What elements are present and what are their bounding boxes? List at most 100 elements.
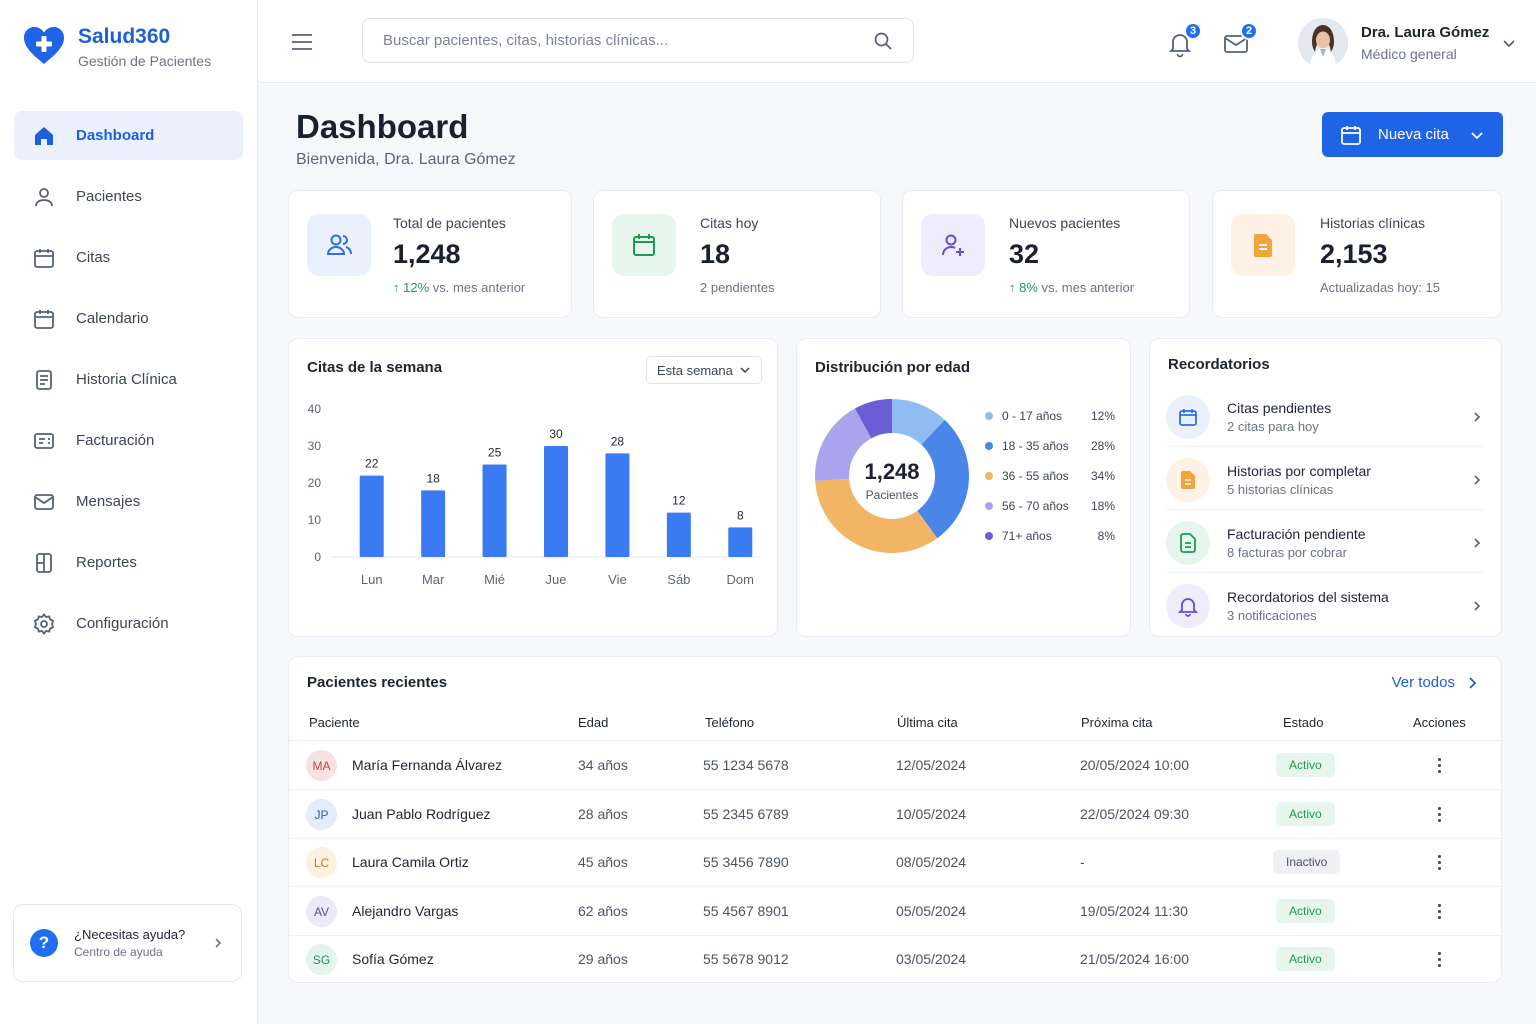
messages-badge: 2	[1240, 22, 1258, 40]
table-header: Paciente Edad Teléfono Última cita Próxi…	[289, 707, 1503, 741]
sidebar-item-label: Reportes	[76, 554, 137, 571]
legend-item: 71+ años 8%	[985, 529, 1115, 543]
user-profile-menu[interactable]: Dra. Laura Gómez Médico general	[1298, 18, 1517, 68]
menu-icon[interactable]	[290, 30, 314, 54]
sidebar-item-calendario[interactable]: Calendario	[14, 294, 243, 343]
document-icon	[1254, 234, 1272, 257]
reminder-item[interactable]: Recordatorios del sistema 3 notificacione…	[1166, 576, 1484, 636]
user-plus-icon	[942, 234, 964, 256]
stat-card-historias-clinicas[interactable]: Historias clínicas 2,153 Actualizadas ho…	[1212, 190, 1502, 318]
avatar	[1298, 18, 1348, 68]
more-actions-icon[interactable]	[1429, 851, 1449, 873]
week-selector[interactable]: Esta semana	[646, 356, 762, 384]
heart-cross-icon	[24, 27, 64, 64]
patient-phone: 55 4567 8901	[703, 903, 789, 919]
stat-card-total-pacientes[interactable]: Total de pacientes 1,248 ↑ 12% vs. mes a…	[288, 190, 572, 318]
reminder-item[interactable]: Citas pendientes 2 citas para hoy	[1166, 387, 1484, 447]
patient-name[interactable]: Alejandro Vargas	[352, 903, 459, 919]
chevron-right-icon	[1474, 537, 1481, 548]
document-icon	[36, 369, 52, 390]
bar[interactable]	[544, 446, 568, 557]
sidebar-item-facturacion[interactable]: Facturación	[14, 416, 243, 465]
reminder-subtitle: 5 historias clínicas	[1227, 481, 1334, 497]
sidebar-item-configuracion[interactable]: Configuración	[14, 599, 243, 648]
bar[interactable]	[666, 512, 691, 557]
mail-icon	[34, 493, 54, 510]
legend-value: 8%	[1097, 529, 1115, 543]
sidebar-item-historia-clinica[interactable]: Historia Clínica	[14, 355, 243, 404]
patient-phone: 55 1234 5678	[703, 757, 789, 773]
reminder-title: Recordatorios del sistema	[1227, 589, 1389, 605]
sidebar-item-citas[interactable]: Citas	[14, 233, 243, 282]
sidebar: Salud360 Gestión de Pacientes Dashboard …	[0, 0, 258, 1024]
sidebar-item-pacientes[interactable]: Pacientes	[14, 172, 243, 221]
more-actions-icon[interactable]	[1429, 803, 1449, 825]
home-icon	[35, 126, 53, 145]
bar-value-label: 12	[672, 494, 686, 508]
bar[interactable]	[728, 527, 753, 557]
bar[interactable]	[359, 475, 384, 557]
app-subtitle: Gestión de Pacientes	[78, 53, 212, 69]
sidebar-item-label: Pacientes	[76, 188, 142, 205]
sidebar-item-label: Historia Clínica	[76, 371, 177, 388]
reminder-subtitle: 2 citas para hoy	[1227, 418, 1319, 434]
stat-change: 12%	[403, 280, 430, 295]
notifications-button[interactable]: 3	[1166, 22, 1202, 58]
reminders-card: Recordatorios Citas pendientes 2 citas pa…	[1149, 338, 1502, 637]
donut-center-label: Pacientes	[865, 488, 919, 502]
patient-name[interactable]: Juan Pablo Rodríguez	[352, 806, 491, 822]
legend-value: 18%	[1090, 499, 1115, 513]
sidebar-item-dashboard[interactable]: Dashboard	[14, 111, 243, 160]
table-row[interactable]: LC Laura Camila Ortiz 45 años 55 3456 7890 0…	[289, 838, 1503, 887]
status-badge: Activo	[1276, 802, 1335, 826]
bar[interactable]	[605, 453, 630, 557]
table-row[interactable]: AV Alejandro Vargas 62 años 55 4567 8901 05/…	[289, 887, 1503, 936]
app-logo[interactable]: Salud360 Gestión de Pacientes	[22, 24, 211, 69]
search-input[interactable]	[383, 32, 873, 49]
stat-value: 1,248	[393, 239, 461, 269]
more-actions-icon[interactable]	[1429, 900, 1449, 922]
reminder-item[interactable]: Historias por completar 5 historias clíni…	[1166, 450, 1484, 510]
reminder-title: Citas pendientes	[1227, 399, 1332, 416]
donut-center-value: 1,248	[864, 459, 920, 484]
search-icon[interactable]	[873, 31, 893, 51]
help-card[interactable]: ? ¿Necesitas ayuda? Centro de ayuda	[13, 904, 242, 982]
bar[interactable]	[482, 464, 507, 558]
stat-card-nuevos-pacientes[interactable]: Nuevos pacientes 32 ↑ 8% vs. mes anterio…	[902, 190, 1190, 318]
next-appointment: 22/05/2024 09:30	[1080, 806, 1189, 822]
stat-card-citas-hoy[interactable]: Citas hoy 18 2 pendientes	[593, 190, 881, 318]
legend-swatch	[985, 502, 993, 510]
bar-value-label: 8	[737, 508, 744, 522]
sidebar-item-mensajes[interactable]: Mensajes	[14, 477, 243, 526]
more-actions-icon[interactable]	[1429, 754, 1449, 776]
sidebar-item-reportes[interactable]: Reportes	[14, 538, 243, 587]
stat-label: Citas hoy	[700, 215, 759, 231]
reminder-item[interactable]: Facturación pendiente 8 facturas por cobr…	[1166, 513, 1484, 573]
see-all-link[interactable]: Ver todos	[1392, 674, 1479, 691]
table-row[interactable]: SG Sofía Gómez 29 años 55 5678 9012 03/05/20…	[289, 935, 1503, 984]
column-header: Teléfono	[705, 715, 755, 730]
chart-title: Distribución por edad	[815, 359, 971, 376]
donut-slice[interactable]	[815, 478, 938, 553]
topbar: 3 2 Dra. Laura Gómez Médico general	[258, 0, 1536, 83]
patient-name[interactable]: Laura Camila Ortiz	[352, 854, 469, 870]
donut-slice[interactable]	[815, 408, 872, 481]
donut-slice[interactable]	[854, 399, 892, 439]
table-row[interactable]: JP Juan Pablo Rodríguez 28 años 55 2345 678…	[289, 790, 1503, 839]
patient-name[interactable]: María Fernanda Álvarez	[352, 757, 503, 773]
bell-icon	[1168, 34, 1192, 58]
donut-slice[interactable]	[892, 399, 945, 445]
more-actions-icon[interactable]	[1429, 948, 1449, 970]
messages-button[interactable]: 2	[1222, 22, 1258, 58]
stat-label: Total de pacientes	[393, 215, 506, 231]
patient-name[interactable]: Sofía Gómez	[352, 951, 434, 967]
legend-swatch	[985, 412, 993, 420]
new-appointment-button[interactable]: Nueva cita	[1322, 112, 1503, 157]
reminder-icon-box	[1166, 584, 1210, 628]
bar[interactable]	[421, 490, 446, 557]
stat-value: 32	[1009, 239, 1040, 269]
question-icon: ?	[30, 929, 58, 957]
donut-slice[interactable]	[917, 419, 969, 539]
age-distribution-card: Distribución por edad 1,248 Pacientes 0 …	[796, 338, 1131, 637]
table-row[interactable]: MA María Fernanda Álvarez 34 años 55 1234 5…	[289, 741, 1503, 790]
